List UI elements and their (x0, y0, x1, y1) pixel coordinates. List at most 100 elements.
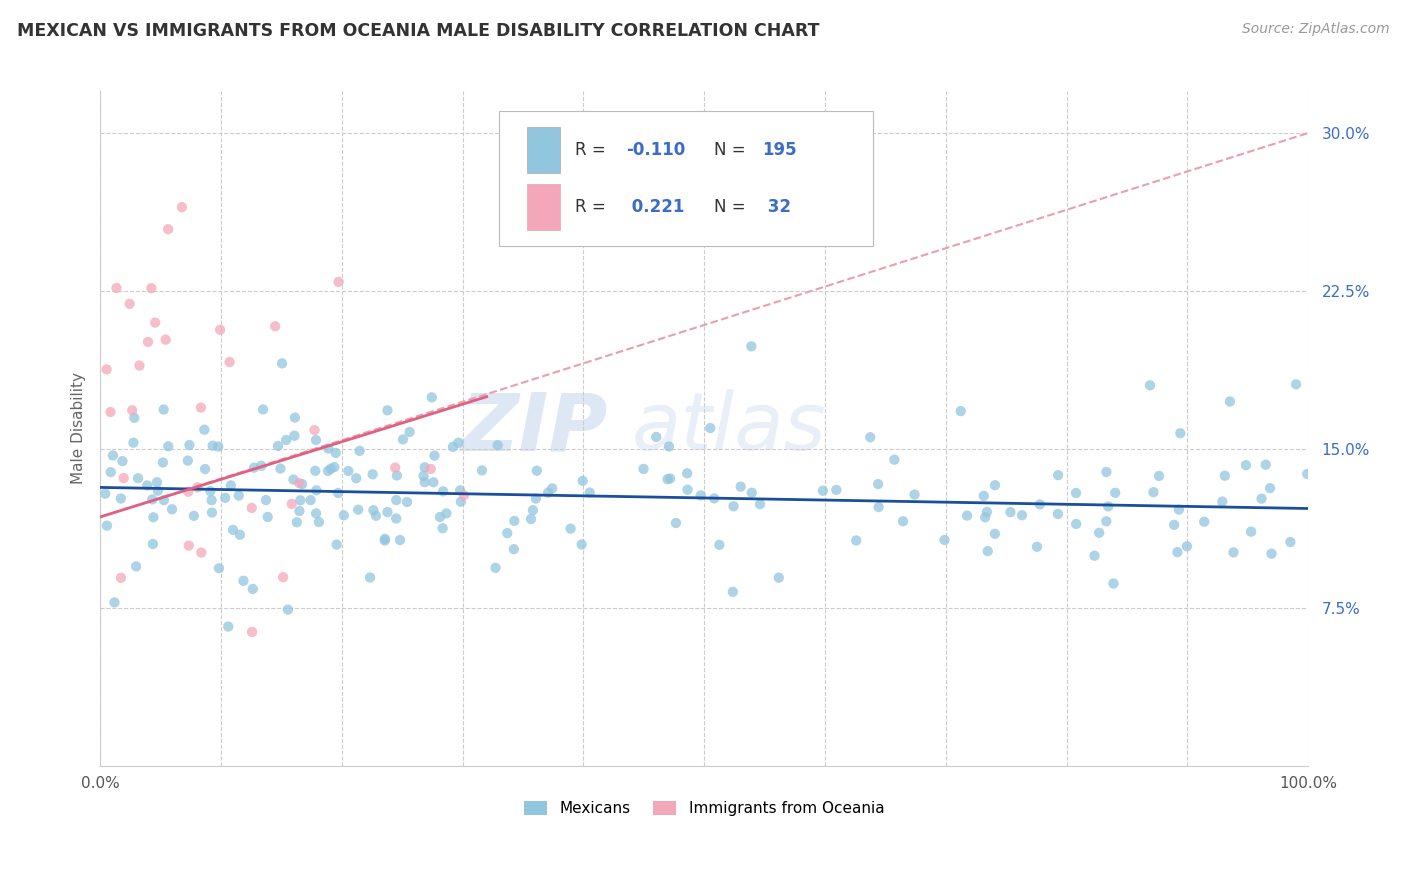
Point (845, 533, 868, 548)
Point (170, 200, 193, 214)
Point (264, 319, 287, 334)
Point (385, 511, 408, 525)
Y-axis label: Male Disability: Male Disability (72, 372, 86, 484)
Point (422, 475, 444, 490)
Point (122, 435, 145, 450)
Point (676, 483, 699, 497)
Point (633, 462, 655, 476)
Point (571, 474, 593, 488)
Point (323, 460, 346, 475)
Point (522, 503, 544, 517)
Point (269, 461, 291, 475)
Point (1175, 539, 1198, 553)
Point (252, 402, 274, 417)
Point (283, 428, 305, 442)
Point (934, 533, 956, 547)
Point (1046, 507, 1069, 521)
Point (155, 333, 177, 347)
Point (730, 480, 752, 494)
Point (110, 571, 132, 585)
Point (502, 542, 524, 557)
Point (1104, 485, 1126, 500)
Point (665, 516, 688, 530)
Point (283, 473, 305, 487)
Point (143, 316, 166, 330)
Point (377, 505, 399, 519)
Point (242, 582, 264, 596)
Point (190, 545, 212, 559)
Point (976, 505, 998, 519)
Point (825, 483, 848, 497)
Point (103, 595, 125, 609)
Point (1011, 508, 1033, 523)
Point (157, 439, 180, 453)
Point (450, 495, 472, 509)
Point (328, 275, 350, 289)
Point (193, 423, 215, 437)
Point (1026, 540, 1049, 554)
Point (749, 497, 772, 511)
Point (219, 478, 242, 492)
Point (201, 493, 224, 508)
Point (520, 512, 543, 526)
Point (125, 559, 148, 574)
FancyBboxPatch shape (499, 112, 873, 246)
Point (984, 478, 1007, 492)
Point (423, 449, 446, 463)
Point (142, 537, 165, 551)
Point (240, 624, 263, 639)
Point (1254, 458, 1277, 472)
Point (524, 491, 547, 506)
Point (94, 486, 117, 500)
Point (256, 510, 278, 524)
Point (1285, 377, 1308, 392)
Point (811, 483, 834, 498)
Point (419, 462, 441, 476)
Text: Source: ZipAtlas.com: Source: ZipAtlas.com (1241, 22, 1389, 37)
Point (142, 510, 165, 524)
Point (1279, 535, 1302, 549)
Point (453, 488, 475, 502)
Point (316, 464, 339, 478)
Point (447, 435, 470, 450)
Point (1240, 524, 1263, 539)
Point (984, 526, 1007, 541)
Point (740, 339, 762, 353)
Point (396, 495, 419, 509)
Point (305, 433, 328, 447)
Point (290, 493, 312, 508)
Point (364, 508, 387, 523)
Point (1029, 497, 1052, 511)
Point (1047, 468, 1070, 483)
Text: atlas: atlas (631, 389, 827, 467)
Point (319, 461, 342, 475)
Point (883, 452, 905, 467)
Point (136, 478, 159, 492)
Point (388, 533, 411, 547)
Point (277, 602, 299, 616)
Point (177, 453, 200, 467)
Point (1097, 500, 1119, 514)
Text: -0.110: -0.110 (626, 141, 685, 160)
Point (1234, 458, 1257, 472)
Point (177, 484, 200, 499)
Point (703, 491, 725, 506)
Point (288, 504, 311, 518)
Point (271, 570, 294, 584)
Point (105, 281, 128, 295)
Point (973, 489, 995, 503)
Point (868, 477, 890, 491)
Bar (527, 184, 561, 230)
Point (250, 458, 273, 473)
Point (503, 514, 526, 528)
Text: MEXICAN VS IMMIGRANTS FROM OCEANIA MALE DISABILITY CORRELATION CHART: MEXICAN VS IMMIGRANTS FROM OCEANIA MALE … (17, 22, 820, 40)
Point (209, 323, 232, 337)
Point (1211, 494, 1233, 508)
Point (284, 410, 307, 425)
Point (1296, 467, 1319, 481)
Point (903, 487, 925, 501)
Point (146, 475, 169, 490)
Point (412, 469, 434, 483)
Point (118, 297, 141, 311)
Point (141, 492, 163, 507)
